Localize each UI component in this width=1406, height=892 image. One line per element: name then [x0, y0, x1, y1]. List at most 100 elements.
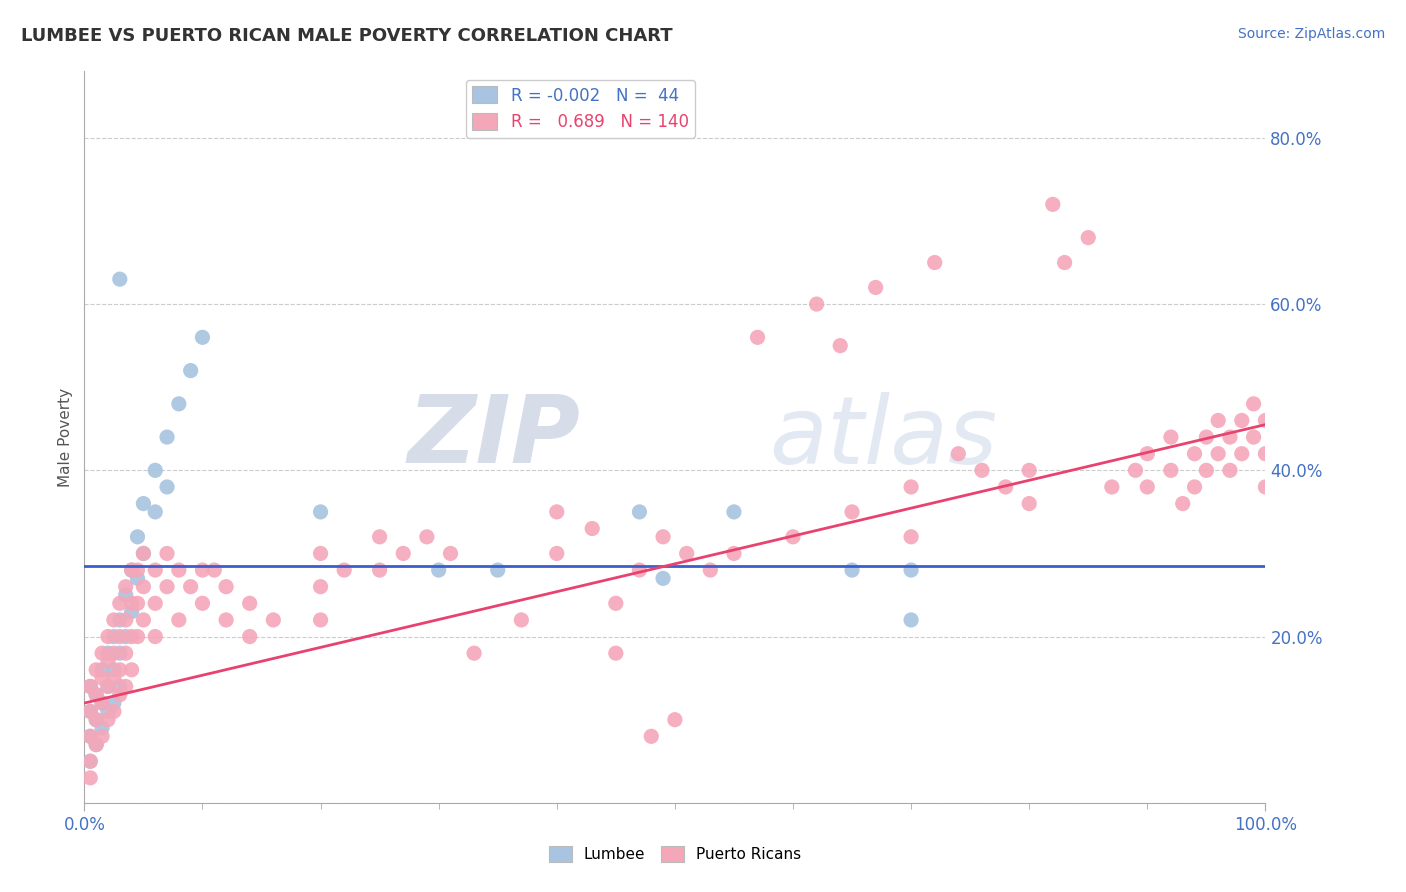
- Point: [333, 563, 356, 577]
- Point: [1254, 447, 1277, 461]
- Point: [675, 546, 697, 560]
- Point: [121, 563, 143, 577]
- Point: [91, 671, 114, 685]
- Point: [970, 463, 993, 477]
- Point: [392, 546, 415, 560]
- Point: [84, 663, 107, 677]
- Point: [108, 663, 131, 677]
- Point: [97, 655, 120, 669]
- Point: [103, 646, 125, 660]
- Point: [1254, 480, 1277, 494]
- Point: [309, 546, 332, 560]
- Point: [132, 546, 155, 560]
- Point: [1136, 480, 1159, 494]
- Point: [91, 696, 114, 710]
- Point: [167, 563, 190, 577]
- Point: [652, 571, 675, 585]
- Point: [79, 705, 101, 719]
- Point: [79, 754, 101, 768]
- Point: [191, 563, 214, 577]
- Point: [747, 330, 769, 344]
- Point: [132, 613, 155, 627]
- Point: [841, 505, 863, 519]
- Point: [215, 613, 238, 627]
- Point: [1184, 480, 1206, 494]
- Point: [1230, 413, 1253, 427]
- Point: [127, 530, 149, 544]
- Point: [79, 729, 101, 743]
- Point: [91, 696, 114, 710]
- Point: [1077, 230, 1099, 244]
- Point: [97, 646, 120, 660]
- Point: [1195, 430, 1218, 444]
- Point: [262, 613, 284, 627]
- Point: [900, 480, 922, 494]
- Point: [1206, 413, 1229, 427]
- Point: [108, 680, 131, 694]
- Point: [103, 613, 125, 627]
- Point: [830, 338, 852, 352]
- Point: [546, 505, 568, 519]
- Point: [167, 613, 190, 627]
- Point: [699, 563, 721, 577]
- Point: [180, 580, 202, 594]
- Point: [806, 297, 828, 311]
- Point: [463, 646, 485, 660]
- Point: [723, 546, 745, 560]
- Point: [84, 738, 107, 752]
- Text: Source: ZipAtlas.com: Source: ZipAtlas.com: [1237, 27, 1385, 41]
- Point: [143, 463, 166, 477]
- Point: [1230, 447, 1253, 461]
- Point: [1243, 397, 1265, 411]
- Point: [1018, 497, 1040, 511]
- Point: [900, 613, 922, 627]
- Point: [202, 563, 225, 577]
- Point: [416, 530, 439, 544]
- Point: [368, 530, 391, 544]
- Point: [948, 447, 970, 461]
- Point: [127, 630, 149, 644]
- Point: [91, 721, 114, 735]
- Point: [640, 729, 662, 743]
- Point: [924, 255, 946, 269]
- Point: [309, 613, 332, 627]
- Point: [309, 505, 332, 519]
- Point: [127, 563, 149, 577]
- Point: [132, 580, 155, 594]
- Point: [79, 771, 101, 785]
- Point: [97, 713, 120, 727]
- Point: [108, 272, 131, 286]
- Text: atlas: atlas: [769, 392, 998, 483]
- Point: [156, 430, 179, 444]
- Point: [1125, 463, 1147, 477]
- Point: [114, 580, 136, 594]
- Point: [994, 480, 1017, 494]
- Point: [97, 680, 120, 694]
- Point: [97, 630, 120, 644]
- Point: [143, 505, 166, 519]
- Point: [79, 680, 101, 694]
- Point: [865, 280, 887, 294]
- Point: [91, 729, 114, 743]
- Point: [1101, 480, 1123, 494]
- Point: [108, 630, 131, 644]
- Point: [652, 530, 675, 544]
- Text: LUMBEE VS PUERTO RICAN MALE POVERTY CORRELATION CHART: LUMBEE VS PUERTO RICAN MALE POVERTY CORR…: [21, 27, 672, 45]
- Point: [103, 663, 125, 677]
- Point: [723, 505, 745, 519]
- Point: [605, 596, 627, 610]
- Point: [1219, 430, 1241, 444]
- Point: [103, 630, 125, 644]
- Point: [439, 546, 461, 560]
- Point: [108, 646, 131, 660]
- Point: [84, 713, 107, 727]
- Point: [191, 330, 214, 344]
- Point: [239, 630, 262, 644]
- Point: [368, 563, 391, 577]
- Point: [1184, 447, 1206, 461]
- Point: [1160, 463, 1182, 477]
- Point: [91, 663, 114, 677]
- Point: [121, 605, 143, 619]
- Legend: Lumbee, Puerto Ricans: Lumbee, Puerto Ricans: [543, 840, 807, 868]
- Point: [900, 563, 922, 577]
